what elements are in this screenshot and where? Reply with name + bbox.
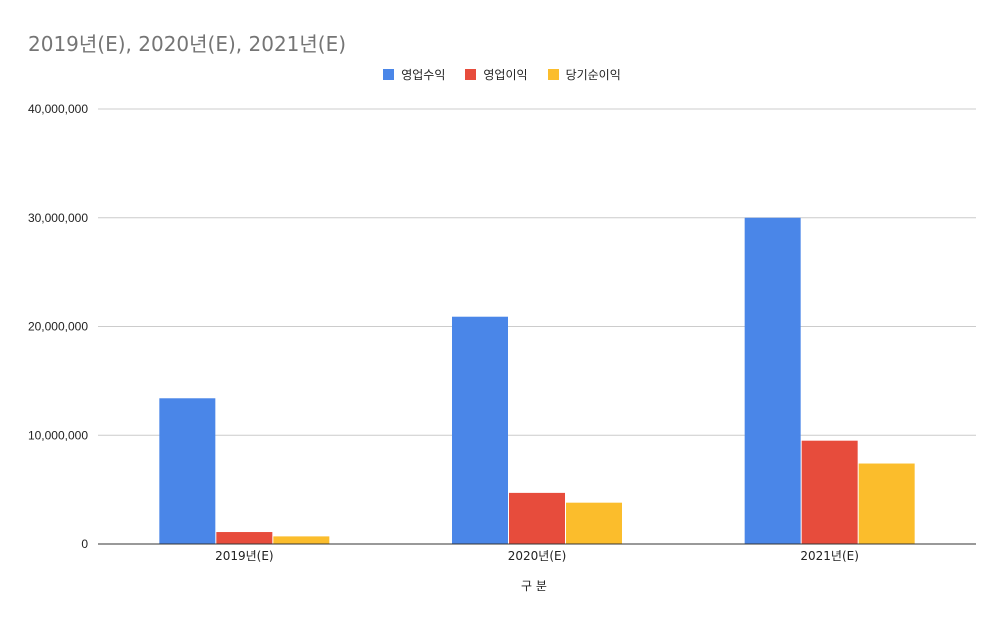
legend-swatch [547, 69, 559, 80]
legend-swatch [465, 69, 477, 80]
bar [744, 217, 801, 544]
bar [273, 536, 330, 544]
chart-title: 2019년(E), 2020년(E), 2021년(E) [28, 32, 347, 56]
x-tick-label: 2019년(E) [215, 549, 274, 563]
bar [159, 398, 216, 544]
legend: 영업수익 영업이익 당기순이익 [0, 66, 1004, 83]
legend-item: 영업이익 [465, 66, 528, 83]
legend-item: 영업수익 [383, 66, 445, 83]
y-tick-label: 10,000,000 [28, 428, 88, 442]
legend-label: 당기순이익 [565, 68, 621, 82]
y-tick-label: 30,000,000 [28, 211, 88, 225]
bar [509, 492, 565, 544]
x-tick-label: 2020년(E) [508, 549, 567, 563]
legend-swatch [383, 69, 395, 80]
legend-label: 영업수익 [401, 68, 446, 82]
bar [801, 440, 858, 544]
legend-item: 당기순이익 [547, 66, 621, 83]
bar [566, 502, 622, 544]
bar [216, 532, 273, 544]
y-tick-label: 0 [81, 537, 88, 551]
legend-label: 영업이익 [483, 68, 528, 82]
bar [858, 463, 915, 544]
y-tick-label: 20,000,000 [28, 320, 88, 334]
x-axis-title: 구 분 [521, 579, 547, 593]
bar [452, 316, 508, 544]
x-tick-label: 2021년(E) [800, 549, 859, 563]
y-tick-label: 40,000,000 [28, 102, 88, 116]
